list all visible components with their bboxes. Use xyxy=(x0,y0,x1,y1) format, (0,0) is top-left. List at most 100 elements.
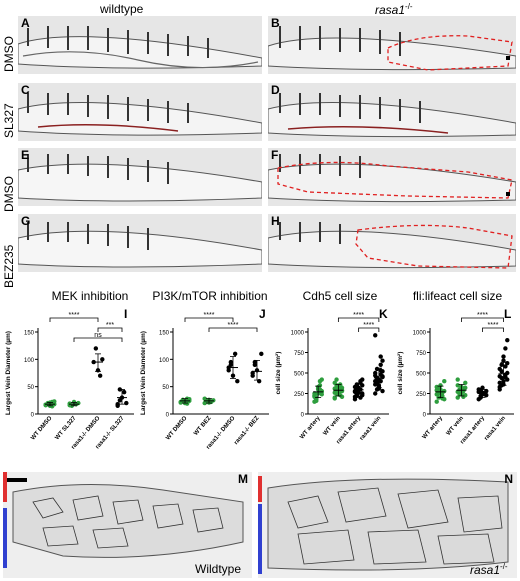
significance-label: **** xyxy=(363,322,374,329)
chart-title-fli: fli:lifeact cell size xyxy=(412,289,503,303)
panel-letter-i: I xyxy=(124,307,127,321)
significance-label: **** xyxy=(228,322,239,329)
significance-label: **** xyxy=(204,312,215,319)
data-point xyxy=(455,395,460,400)
data-point xyxy=(360,391,365,396)
panel-letter-n: N xyxy=(504,472,513,486)
significance-bracket xyxy=(184,317,234,322)
y-tick-label: 150 xyxy=(159,331,170,337)
panel-n-image: N xyxy=(258,472,517,578)
y-tick-label: 100 xyxy=(24,358,35,364)
data-point xyxy=(252,362,258,367)
significance-label: **** xyxy=(477,312,488,319)
data-point xyxy=(455,377,460,382)
x-category-label: rasa1-/- BEZ xyxy=(233,415,260,446)
y-tick-label: 0 xyxy=(166,413,170,419)
data-point xyxy=(256,379,262,384)
vessel-drawing xyxy=(268,222,516,269)
y-tick-label: 100 xyxy=(159,358,170,364)
significance-bracket xyxy=(461,317,504,322)
x-category-label: WT DMSO xyxy=(165,415,188,441)
header-rasa1: rasa1-/- xyxy=(375,2,413,17)
data-point xyxy=(380,388,385,394)
data-point xyxy=(339,388,345,394)
panel-m-image: M xyxy=(3,472,252,578)
x-category-label: WT vein xyxy=(446,415,466,437)
chart-mek-inhibition: I 0 50 100 150 Largest Vein Diameter (µm) WT D… xyxy=(5,307,134,451)
vessel-drawing xyxy=(18,26,262,69)
label-wildtype: Wildtype xyxy=(195,562,242,576)
vessel-drawing xyxy=(268,26,516,71)
data-point xyxy=(121,389,127,395)
header-wildtype: wildtype xyxy=(100,2,144,16)
x-category-label: WT BEZ xyxy=(193,415,213,437)
label-rasa1: rasa1-/- xyxy=(470,562,508,577)
data-point xyxy=(505,360,510,366)
data-point xyxy=(250,370,255,376)
data-point xyxy=(380,358,385,363)
significance-bracket xyxy=(482,327,504,332)
data-point xyxy=(505,377,510,382)
data-point xyxy=(187,397,192,402)
data-point xyxy=(463,380,468,386)
data-point xyxy=(332,386,337,391)
panel-letter-h: H xyxy=(271,214,280,228)
data-point xyxy=(97,373,103,378)
data-point xyxy=(358,395,363,400)
data-point xyxy=(497,384,502,390)
significance-label: **** xyxy=(69,312,80,319)
data-point xyxy=(499,362,504,367)
panel-letter-k: K xyxy=(379,307,388,321)
x-category-label: WT artery xyxy=(299,415,322,441)
significance-label: *** xyxy=(106,322,114,329)
panel-letter-a: A xyxy=(21,16,30,30)
significance-label: ns xyxy=(94,332,102,339)
data-point xyxy=(501,358,506,363)
panel-letter-e: E xyxy=(21,148,30,162)
y-axis-label: Largest Vein Diameter (µm) xyxy=(140,331,147,415)
cell-outline-drawing xyxy=(3,472,244,568)
y-tick-label: 250 xyxy=(294,392,305,398)
data-point xyxy=(484,392,489,398)
significance-bracket xyxy=(208,327,258,332)
y-tick-label: 0 xyxy=(423,413,427,419)
data-point xyxy=(499,375,504,381)
data-point xyxy=(499,369,504,374)
y-tick-label: 750 xyxy=(416,351,427,357)
significance-bracket xyxy=(49,317,99,322)
data-point xyxy=(503,364,508,369)
panel-letter-l: L xyxy=(504,307,511,321)
label-rasa1-sup: -/- xyxy=(500,562,508,571)
y-tick-label: 1000 xyxy=(291,331,305,337)
chart-title-cdh5: Cdh5 cell size xyxy=(302,289,378,303)
data-point xyxy=(455,383,460,388)
data-point xyxy=(442,379,447,384)
data-point xyxy=(93,346,99,351)
panel-g-image: G xyxy=(18,214,262,272)
data-point xyxy=(503,346,508,351)
y-tick-label: 750 xyxy=(294,351,305,357)
data-point xyxy=(235,379,240,384)
significance-label: **** xyxy=(353,312,364,319)
data-point xyxy=(378,368,383,373)
panel-h-image: H xyxy=(268,214,516,272)
data-point xyxy=(373,373,378,378)
data-point xyxy=(100,357,105,362)
y-tick-label: 1000 xyxy=(413,331,427,337)
data-point xyxy=(434,392,439,397)
y-tick-label: 0 xyxy=(301,413,305,419)
data-point xyxy=(373,391,378,396)
y-tick-label: 250 xyxy=(416,392,427,398)
data-point xyxy=(228,359,234,365)
header-rasa1-sup: -/- xyxy=(405,2,413,11)
panel-letter-g: G xyxy=(21,214,31,228)
y-axis-label: Largest Vein Diameter (µm) xyxy=(5,331,12,415)
data-point xyxy=(115,401,120,407)
cell-outline-drawing xyxy=(258,476,509,574)
y-axis-label: cell size (µm²) xyxy=(275,352,282,395)
y-tick-label: 0 xyxy=(31,413,35,419)
data-point xyxy=(434,388,439,393)
panel-e-image: E xyxy=(18,148,262,206)
row-label-dmso-1: DMSO xyxy=(2,36,16,72)
significance-bracket xyxy=(358,327,380,332)
